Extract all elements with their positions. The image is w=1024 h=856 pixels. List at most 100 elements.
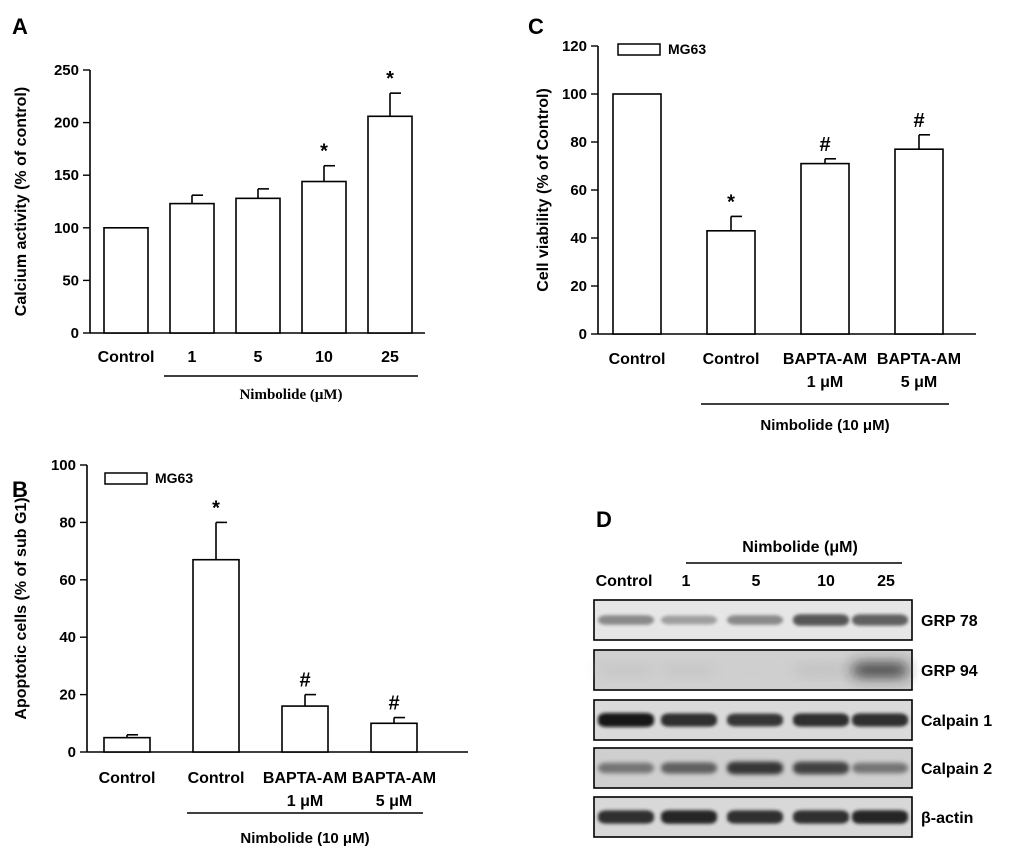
panel-d-band	[727, 761, 783, 775]
panel-d-band	[793, 761, 849, 775]
panel-c-bar	[800, 162, 850, 335]
panel-b-y-label: Apoptotic cells (% of sub G1)	[13, 497, 30, 719]
panel-a-group-label: Nimbolide (μM)	[239, 387, 342, 403]
panel-d-row-label: Calpain 1	[921, 713, 992, 730]
panel-b-bar	[281, 705, 329, 753]
panel-c-legend-swatch	[617, 43, 661, 56]
panel-a-chart: A 0 50 100 150 200 250 Calcium activity (% of c…	[12, 14, 425, 403]
panel-b-y-tick-label: 20	[59, 687, 76, 704]
panel-b-bar	[192, 558, 240, 753]
panel-a-y-tick-label: 250	[54, 62, 79, 79]
panel-a-bar	[301, 180, 347, 334]
panel-d-band	[793, 666, 849, 674]
panel-d-band	[852, 762, 908, 774]
panel-c-category-label: BAPTA-AM	[783, 351, 867, 368]
panel-d-band	[598, 762, 654, 774]
panel-b-category-label: BAPTA-AM	[263, 770, 347, 787]
panel-a-y-tick-label: 0	[71, 325, 79, 342]
panel-b-significance-mark: #	[299, 670, 310, 692]
panel-b-category-sublabel: 1 μM	[287, 793, 323, 810]
panel-a-category-label: 25	[381, 349, 399, 366]
panel-d-band	[852, 663, 908, 677]
panel-c-group-label: Nimbolide (10 μM)	[760, 417, 889, 434]
panel-d-lane-label: 25	[877, 573, 895, 590]
panel-c-legend-label: MG63	[668, 41, 706, 57]
panel-a-bar	[103, 227, 149, 334]
panel-c-y-tick-label: 20	[570, 278, 587, 295]
panel-a-category-label: 10	[315, 349, 333, 366]
panel-d-lane-label: 5	[752, 573, 761, 590]
panel-c-category-sublabel: 1 μM	[807, 374, 843, 391]
panel-d-row-label: GRP 78	[921, 613, 978, 630]
panel-d-band	[661, 615, 717, 625]
panel-d-row-label: Calpain 2	[921, 761, 992, 778]
panel-a-y-tick-label: 200	[54, 115, 79, 132]
panel-c-significance-mark: #	[819, 134, 830, 156]
panel-d-lane-label: Control	[596, 573, 653, 590]
panel-b-letter: B	[12, 477, 28, 502]
panel-d-lane-label: 10	[817, 573, 835, 590]
panel-c-chart: C 0 20 40 60 80 100 120 Cell viability (% of Con…	[528, 14, 976, 434]
panel-c-y-tick-label: 120	[562, 38, 587, 55]
panel-d-row-label: GRP 94	[921, 663, 978, 680]
panel-c-category-label: Control	[703, 351, 760, 368]
panel-b-significance-mark: *	[212, 497, 220, 519]
panel-c-bar	[612, 93, 662, 335]
panel-c-bar	[894, 148, 944, 335]
panel-b-legend-label: MG63	[155, 470, 193, 486]
panel-a-category-label: Control	[98, 349, 155, 366]
panel-b-significance-mark: #	[388, 693, 399, 715]
panel-b-y-tick-label: 60	[59, 572, 76, 589]
panel-d-lane-label: 1	[682, 573, 691, 590]
panel-b-chart: B 0 20 40 60 80 100 Apoptotic cells (% of sub G…	[12, 457, 468, 847]
panel-b-category-label: Control	[99, 770, 156, 787]
panel-d-band	[661, 762, 717, 774]
panel-d-row-label: β-actin	[921, 810, 973, 827]
panel-c-category-label: Control	[609, 351, 666, 368]
panel-d-band	[727, 615, 783, 625]
panel-c-y-tick-label: 80	[570, 134, 587, 151]
panel-a-significance-mark: *	[320, 141, 328, 163]
panel-d-band	[661, 666, 717, 674]
panel-d-band	[852, 614, 908, 626]
panel-d-letter: D	[596, 507, 612, 532]
panel-b-legend-swatch	[104, 472, 148, 485]
panel-d-band	[598, 713, 654, 727]
panel-d-band	[852, 810, 908, 824]
panel-c-y-tick-label: 0	[579, 326, 587, 343]
panel-b-y-tick-label: 100	[51, 457, 76, 474]
panel-a-y-tick-label: 100	[54, 220, 79, 237]
panel-c-category-label: BAPTA-AM	[877, 351, 961, 368]
panel-b-bar	[370, 722, 418, 753]
panel-b-category-label: Control	[188, 770, 245, 787]
panel-d-band	[852, 713, 908, 727]
panel-a-y-label: Calcium activity (% of control)	[13, 87, 30, 316]
panel-a-bar	[235, 197, 281, 334]
panel-c-bar	[706, 230, 756, 335]
panel-b-y-tick-label: 80	[59, 514, 76, 531]
panel-d-band	[793, 713, 849, 727]
panel-d-band	[727, 810, 783, 824]
panel-a-y-tick-label: 50	[62, 272, 79, 289]
panel-d-band	[793, 614, 849, 626]
panel-b-group-label: Nimbolide (10 μM)	[240, 830, 369, 847]
panel-a-bar	[367, 115, 413, 334]
panel-d-band	[661, 713, 717, 727]
panel-c-letter: C	[528, 14, 544, 39]
panel-c-category-sublabel: 5 μM	[901, 374, 937, 391]
panel-c-y-label: Cell viability (% of Control)	[535, 88, 552, 292]
panel-c-y-tick-label: 40	[570, 230, 587, 247]
panel-a-bar	[169, 202, 215, 334]
panel-c-significance-mark: #	[913, 110, 924, 132]
panel-d-band	[598, 810, 654, 824]
panel-b-y-tick-label: 0	[68, 744, 76, 761]
panel-d-header: Nimbolide (μM)	[742, 539, 858, 556]
panel-a-category-label: 5	[254, 349, 263, 366]
panel-a-letter: A	[12, 14, 28, 39]
panel-a-significance-mark: *	[386, 68, 394, 90]
panel-d-band	[598, 615, 654, 625]
panel-d-band	[727, 713, 783, 727]
panel-d-western-blot: D Nimbolide (μM) Control 1 5 10 25 GRP 78 GRP 94…	[593, 507, 992, 838]
panel-c-y-tick-label: 100	[562, 86, 587, 103]
